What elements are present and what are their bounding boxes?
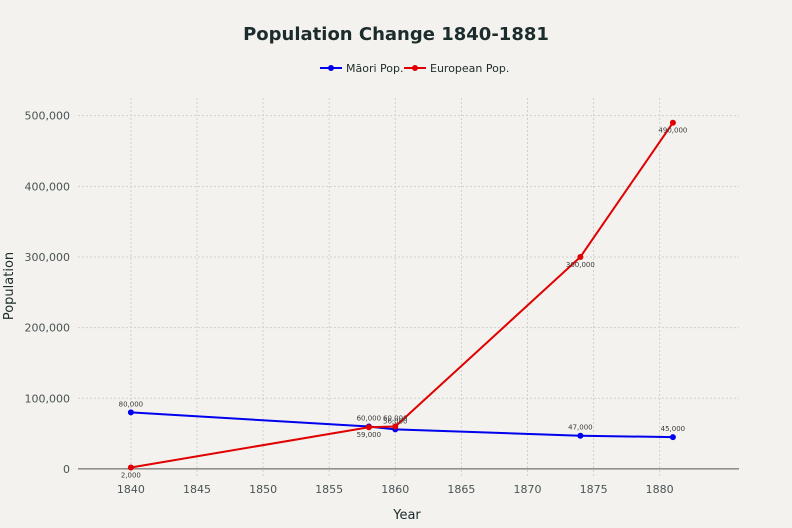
x-tick-label: 1875 — [580, 483, 608, 496]
x-tick-label: 1845 — [183, 483, 211, 496]
data-point[interactable] — [365, 424, 372, 431]
x-tick-label: 1840 — [117, 483, 145, 496]
grid — [78, 98, 739, 476]
data-point[interactable] — [127, 464, 134, 471]
data-point[interactable] — [577, 253, 584, 260]
y-tick-label: 400,000 — [25, 180, 71, 193]
data-label: 60,000 — [357, 415, 382, 423]
legend-item[interactable]: Māori Pop. — [320, 62, 404, 75]
legend-marker — [412, 65, 418, 71]
data-label: 490,000 — [658, 127, 687, 135]
y-axis: 0 100,000 200,000 300,000 400,000 500,000 — [25, 110, 71, 476]
x-tick-label: 1860 — [381, 483, 409, 496]
legend-marker — [328, 65, 334, 71]
data-label: 45,000 — [661, 425, 686, 433]
x-tick-label: 1850 — [249, 483, 277, 496]
x-tick-label: 1865 — [447, 483, 475, 496]
y-tick-label: 300,000 — [25, 251, 71, 264]
data-label: 47,000 — [568, 424, 593, 432]
y-tick-label: 500,000 — [25, 110, 71, 123]
x-axis-title: Year — [392, 508, 421, 523]
x-axis: 1840 1845 1850 1855 1860 1865 1870 1875 1880 — [117, 483, 674, 496]
data-label: 60,000 — [383, 415, 408, 423]
data-labels: 80,000 60,000 56,000 47,000 45,000 2,000 59,00… — [119, 127, 688, 480]
data-point[interactable] — [669, 119, 676, 126]
series-european — [127, 119, 676, 471]
series-layer — [127, 119, 676, 471]
y-tick-label: 100,000 — [25, 392, 71, 405]
y-tick-label: 0 — [63, 463, 70, 476]
chart-title: Population Change 1840-1881 — [243, 24, 549, 45]
data-label: 56,000 — [383, 417, 408, 425]
y-tick-label: 200,000 — [25, 322, 71, 335]
y-axis-title: Population — [2, 252, 17, 320]
legend: Māori Pop. European Pop. — [320, 62, 509, 75]
legend-label: Māori Pop. — [346, 62, 404, 75]
data-point[interactable] — [577, 432, 584, 439]
legend-label: European Pop. — [430, 62, 509, 75]
x-tick-label: 1880 — [646, 483, 674, 496]
x-tick-label: 1870 — [513, 483, 541, 496]
data-point[interactable] — [392, 423, 399, 430]
data-point[interactable] — [127, 409, 134, 416]
data-point[interactable] — [669, 434, 676, 441]
data-label: 300,000 — [566, 261, 595, 269]
data-label: 80,000 — [119, 400, 144, 408]
data-label: 2,000 — [121, 472, 141, 480]
data-label: 59,000 — [357, 431, 382, 439]
x-tick-label: 1855 — [315, 483, 343, 496]
legend-item[interactable]: European Pop. — [404, 62, 509, 75]
